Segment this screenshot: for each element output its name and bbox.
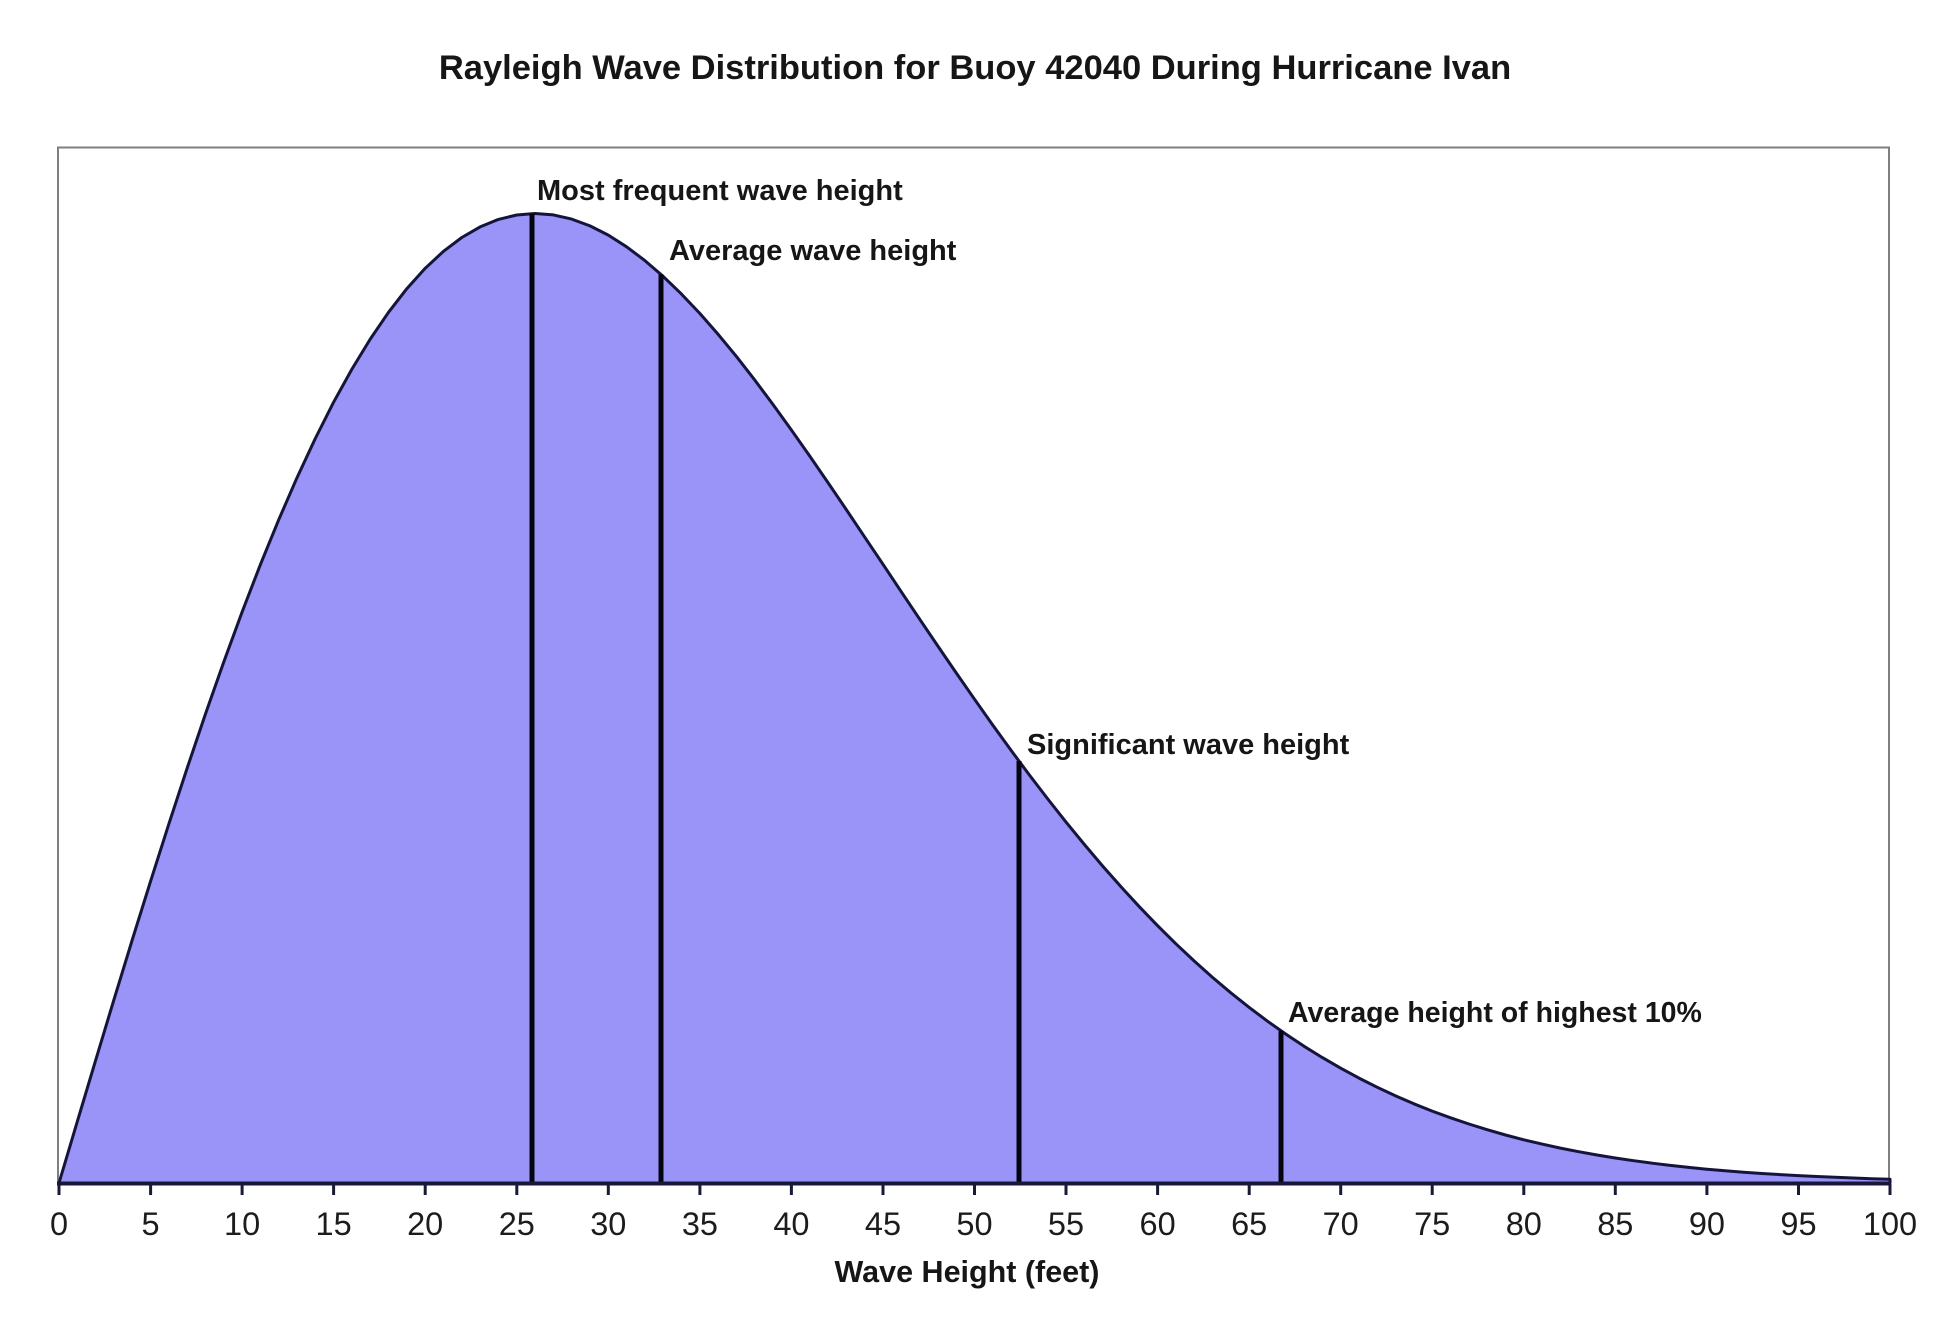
svg-text:20: 20 (407, 1206, 443, 1242)
svg-text:Significant wave height: Significant wave height (1027, 729, 1350, 761)
svg-text:Most frequent wave height: Most frequent wave height (537, 175, 903, 207)
svg-text:60: 60 (1140, 1206, 1176, 1242)
svg-text:0: 0 (50, 1206, 68, 1242)
svg-text:30: 30 (590, 1206, 626, 1242)
svg-text:100: 100 (1863, 1206, 1917, 1242)
svg-text:65: 65 (1231, 1206, 1267, 1242)
svg-text:45: 45 (865, 1206, 901, 1242)
svg-text:70: 70 (1323, 1206, 1359, 1242)
svg-text:10: 10 (224, 1206, 260, 1242)
svg-text:15: 15 (316, 1206, 352, 1242)
svg-text:75: 75 (1414, 1206, 1450, 1242)
svg-text:Average height of highest 10%: Average height of highest 10% (1288, 997, 1702, 1029)
svg-text:80: 80 (1506, 1206, 1542, 1242)
svg-text:5: 5 (142, 1206, 160, 1242)
svg-text:85: 85 (1597, 1206, 1633, 1242)
svg-text:95: 95 (1780, 1206, 1816, 1242)
svg-text:55: 55 (1048, 1206, 1084, 1242)
svg-text:90: 90 (1689, 1206, 1725, 1242)
svg-text:40: 40 (773, 1206, 809, 1242)
svg-text:Wave Height (feet): Wave Height (feet) (835, 1255, 1100, 1289)
svg-text:50: 50 (956, 1206, 992, 1242)
svg-text:25: 25 (499, 1206, 535, 1242)
svg-text:Average wave height: Average wave height (669, 235, 957, 267)
svg-text:35: 35 (682, 1206, 718, 1242)
svg-text:Rayleigh Wave Distribution for: Rayleigh Wave Distribution for Buoy 4204… (439, 49, 1511, 87)
